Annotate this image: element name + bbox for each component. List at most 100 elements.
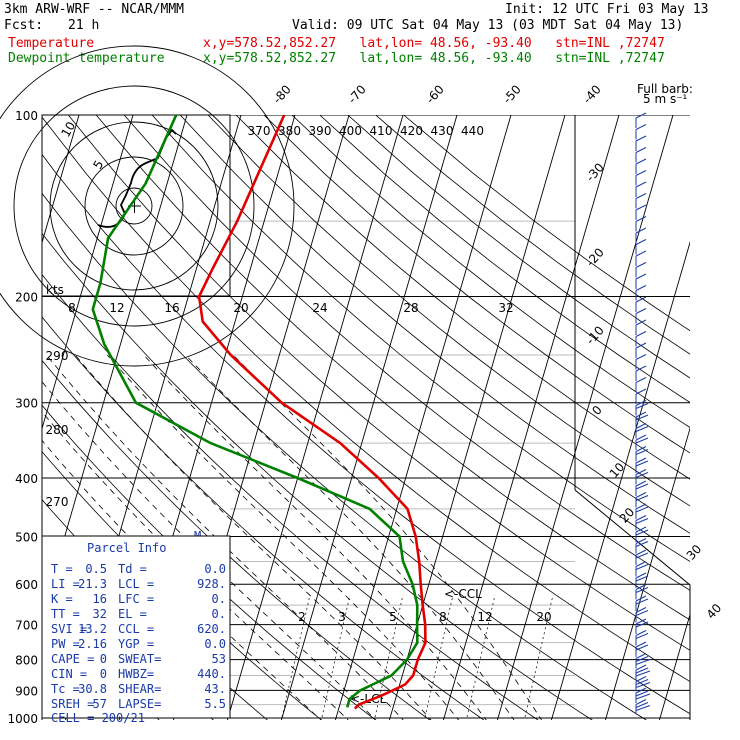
parcel-value: 0.: [212, 592, 226, 606]
parcel-label: LI =: [51, 577, 80, 591]
wind-barb: [635, 216, 647, 232]
wind-barb: [635, 365, 647, 381]
parcel-info-box: [41, 535, 231, 719]
parcel-label: K =: [51, 592, 73, 606]
parcel-value: 43.: [204, 682, 226, 696]
dry-adiabat: [235, 115, 690, 480]
parcel-label: SVI =: [51, 622, 87, 636]
hodograph-ring: [115, 187, 153, 225]
moist-adiabat: [74, 354, 432, 720]
wind-barb: [635, 595, 649, 611]
parcel-label: SWEAT=: [118, 652, 161, 666]
pressure-tick-label: 900: [15, 684, 38, 698]
parcel-value: 53: [212, 652, 226, 666]
dry-adiabat: [179, 115, 690, 534]
parcel-value: 928.: [197, 577, 226, 591]
temperature-legend: Temperature: [8, 36, 95, 51]
dry-adiabat: [67, 115, 690, 651]
pressure-tick-label: 200: [15, 291, 38, 305]
wind-barb: [635, 342, 647, 358]
dry-adiabat: [207, 115, 690, 507]
parcel-value: 5.5: [204, 697, 226, 711]
pressure-tick-label: 700: [15, 619, 38, 633]
mixing-ratio-line: [281, 594, 311, 718]
wind-barb: [635, 331, 647, 347]
wind-barb: [635, 561, 649, 577]
wind-barb: [635, 262, 647, 278]
isotherm: [658, 613, 690, 720]
hodograph-ring: [84, 156, 184, 256]
dewpoint-legend: Dewpoint temperature: [8, 51, 165, 66]
wind-barb: [635, 469, 649, 485]
parcel-value: 30.8: [78, 682, 107, 696]
speed-scale-label: 20: [233, 301, 248, 315]
parcel-label: EL =: [118, 607, 147, 621]
parcel-label: LCL =: [118, 577, 154, 591]
dry-adiabat: [42, 273, 539, 720]
speed-scale-label: 16: [164, 301, 179, 315]
wind-barb: [635, 273, 647, 289]
wind-barb: [635, 515, 649, 531]
valid-time: Valid: 09 UTC Sat 04 May 13 (03 MDT Sat …: [292, 18, 684, 33]
isotherm-label: -50: [500, 82, 524, 106]
dry-adiabat: [42, 153, 690, 715]
isotherm-label: -60: [423, 82, 447, 106]
isotherm-label: -70: [345, 82, 369, 106]
parcel-value: 0.5: [85, 562, 107, 576]
parcel-value: 21.3: [78, 577, 107, 591]
wind-barb: [635, 584, 649, 600]
parcel-label: PW =: [51, 637, 80, 651]
theta-label: 420: [400, 124, 423, 138]
moist-adiabat: [143, 354, 487, 720]
hodograph-ring-label: 5: [90, 158, 106, 172]
wind-barb: [635, 135, 647, 151]
model-title: 3km ARW-WRF -- NCAR/MMM: [4, 2, 185, 17]
hodograph-ring-label: 10: [58, 119, 78, 139]
mixing-ratio-label: 8: [439, 610, 447, 624]
wind-barb: [635, 549, 649, 565]
wind-barb: [635, 112, 647, 128]
mixing-ratio-line: [321, 594, 351, 718]
dry-adiabat: [42, 116, 690, 683]
isotherm: [550, 240, 690, 720]
isotherm: [280, 115, 458, 720]
pressure-tick-label: 100: [15, 109, 38, 123]
mixing-ratio-line: [424, 594, 454, 718]
forecast-hour: 21 h: [68, 18, 100, 33]
isotherm-label: 40: [704, 601, 725, 622]
dry-adiabat: [42, 359, 431, 720]
parcel-label: Tc =: [51, 682, 80, 696]
dry-adiabat: [151, 115, 690, 562]
moist-adiabat: [107, 354, 460, 720]
theta-label: 440: [461, 124, 484, 138]
parcel-label: SHEAR=: [118, 682, 161, 696]
parcel-label: TT =: [51, 607, 80, 621]
dry-adiabat: [42, 316, 485, 720]
wind-barb: [635, 641, 649, 657]
wind-barb: [635, 170, 647, 186]
parcel-label: CAPE =: [51, 652, 94, 666]
pressure-tick-label: 400: [15, 472, 38, 486]
speed-scale-label: 24: [312, 301, 327, 315]
wind-barb: [635, 354, 647, 370]
parcel-value: 13.2: [78, 622, 107, 636]
parcel-value: 440.: [197, 667, 226, 681]
wind-barb: [635, 676, 651, 692]
wind-barb: [635, 308, 647, 324]
speed-scale-label: 12: [109, 301, 124, 315]
moist-adiabat: [232, 354, 542, 720]
wind-barb: [635, 480, 649, 496]
dry-adiabat: [123, 115, 690, 591]
parcel-value: 0: [100, 667, 107, 681]
isotherm: [226, 115, 404, 720]
barb-legend-title: Full barb:: [637, 82, 693, 96]
isotherm: [42, 115, 188, 617]
parcel-value: 620.: [197, 622, 226, 636]
mixing-ratio-line: [466, 594, 496, 718]
theta-label: 380: [278, 124, 301, 138]
parcel-label: SREH =: [51, 697, 94, 711]
theta-e-label: 290: [46, 349, 69, 363]
parcel-cell: CELL = 200/21: [51, 711, 145, 725]
isotherm-label: -80: [270, 82, 294, 106]
parcel-label: LAPSE=: [118, 697, 161, 711]
